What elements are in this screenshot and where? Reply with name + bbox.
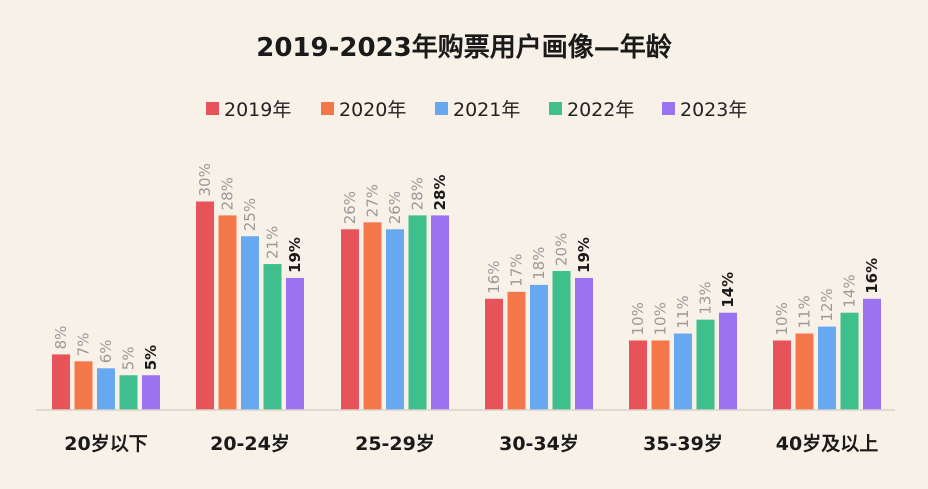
bar-35-39-2023	[719, 312, 737, 410]
bar-20-2019	[52, 354, 70, 410]
bar-25-29-2022	[408, 215, 427, 410]
bar-30-34-2021	[530, 284, 548, 410]
chart-title: 2019-2023年购票用户画像—年龄	[256, 32, 673, 63]
category-labels: 20岁以下 20-24岁 25-29岁 30-34岁 35-39岁 40岁及以上	[64, 432, 878, 455]
bar-20-24-2022	[263, 264, 282, 410]
data-label-35-39-2020: 10%	[652, 302, 670, 335]
data-label-25-29-2022: 28%	[409, 177, 427, 210]
bar-25-29-2021	[386, 229, 404, 410]
bar-25-29-2020	[363, 222, 382, 410]
legend-label-2020: 2020年	[339, 99, 406, 121]
data-label-35-39-2022: 13%	[697, 281, 715, 314]
category-label-4: 35-39岁	[643, 432, 723, 455]
data-label-30-34-2019: 16%	[485, 260, 503, 293]
bar-35-39-2020	[651, 340, 670, 410]
legend-swatch-2022	[549, 102, 562, 115]
bar-20-2023	[142, 375, 160, 410]
data-label-40-2022: 14%	[841, 274, 859, 307]
bar-40-2020	[795, 333, 814, 410]
data-label-40-2019: 10%	[773, 302, 791, 335]
bar-20-2022	[119, 375, 138, 410]
bar-25-29-2023	[431, 215, 449, 410]
data-label-20-2020: 7%	[75, 333, 93, 357]
data-label-20-24-2021: 25%	[241, 198, 259, 231]
legend-swatch-2021	[435, 102, 448, 115]
legend-swatch-2019	[206, 102, 219, 115]
bar-40-2023	[863, 298, 881, 410]
data-label-20-24-2022: 21%	[264, 226, 282, 259]
data-label-20-2019: 8%	[52, 326, 70, 350]
bar-35-39-2021	[674, 333, 692, 410]
data-label-20-2023: 5%	[142, 345, 160, 370]
data-label-30-34-2021: 18%	[530, 247, 548, 280]
data-label-25-29-2019: 26%	[341, 191, 359, 224]
bar-40-2021	[818, 326, 836, 410]
legend-swatch-2020	[321, 102, 334, 115]
legend-swatch-2023	[662, 102, 675, 115]
data-label-30-34-2020: 17%	[508, 254, 526, 287]
data-label-30-34-2023: 19%	[575, 237, 593, 273]
bar-35-39-2022	[696, 319, 715, 410]
data-label-20-2022: 5%	[120, 346, 138, 370]
legend: 2019年 2020年 2021年 2022年 2023年	[206, 99, 747, 121]
data-label-20-2021: 6%	[97, 340, 115, 364]
bar-30-34-2022	[552, 271, 571, 410]
bar-25-29-2019	[341, 229, 359, 410]
category-label-3: 30-34岁	[499, 432, 579, 455]
bar-30-34-2020	[507, 291, 526, 410]
category-label-2: 25-29岁	[355, 432, 435, 455]
bar-20-24-2020	[218, 215, 237, 410]
category-label-0: 20岁以下	[64, 432, 147, 455]
data-label-30-34-2022: 20%	[553, 233, 571, 266]
data-label-20-24-2019: 30%	[196, 163, 214, 196]
legend-label-2022: 2022年	[567, 99, 634, 121]
data-label-40-2021: 12%	[818, 288, 836, 321]
category-label-5: 40岁及以上	[776, 432, 878, 455]
bars-group: 8% 7% 6% 5% 5%30% 28%25%21% 19%26% 27% 26% 28% 28%…	[52, 163, 881, 410]
bar-20-24-2021	[241, 236, 259, 410]
bar-40-2019	[773, 340, 791, 410]
bar-30-34-2023	[575, 277, 593, 410]
data-label-35-39-2019: 10%	[629, 302, 647, 335]
bar-35-39-2019	[629, 340, 647, 410]
data-label-25-29-2020: 27%	[364, 184, 382, 217]
bar-20-2021	[97, 368, 115, 410]
data-label-25-29-2023: 28%	[431, 174, 449, 210]
bar-30-34-2019	[485, 298, 503, 410]
data-label-25-29-2021: 26%	[386, 191, 404, 224]
data-label-20-24-2023: 19%	[286, 237, 304, 273]
data-label-40-2023: 16%	[863, 258, 881, 294]
bar-20-24-2023	[286, 277, 304, 410]
data-label-20-24-2020: 28%	[219, 177, 237, 210]
bar-20-24-2019	[196, 201, 214, 410]
bar-40-2022	[840, 312, 859, 410]
data-label-35-39-2021: 11%	[674, 295, 692, 328]
legend-label-2019: 2019年	[224, 99, 291, 121]
data-label-40-2020: 11%	[796, 295, 814, 328]
category-label-1: 20-24岁	[210, 432, 290, 455]
bar-20-2020	[74, 361, 93, 410]
legend-label-2023: 2023年	[680, 99, 747, 121]
legend-label-2021: 2021年	[453, 99, 520, 121]
data-label-35-39-2023: 14%	[719, 272, 737, 308]
